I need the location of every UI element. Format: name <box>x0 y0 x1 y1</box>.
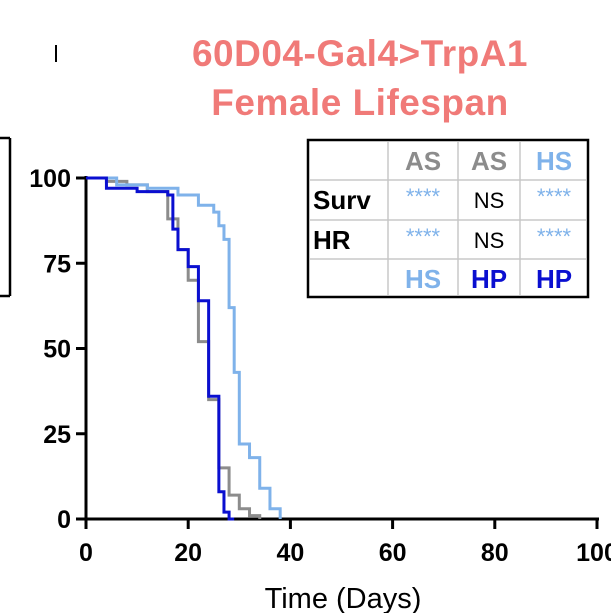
table-cell: **** <box>406 224 441 249</box>
table-cell: **** <box>406 184 441 209</box>
chart-title-line-2: Female Lifespan <box>211 82 509 123</box>
table-cell: NS <box>474 188 505 213</box>
series-layer <box>86 176 282 521</box>
table-cell: **** <box>537 184 572 209</box>
y-tick-label: 25 <box>43 421 71 449</box>
table-footer-cell: HP <box>471 264 507 294</box>
x-tick-label: 100 <box>576 539 611 567</box>
table-cell: NS <box>474 228 505 253</box>
chart-title-line-1: 60D04-Gal4>TrpA1 <box>191 33 529 74</box>
table-row-label: HR <box>313 225 351 255</box>
table-header-cell: HS <box>536 146 572 176</box>
table-header-cell: AS <box>405 146 441 176</box>
x-tick-label: 80 <box>481 539 509 567</box>
x-tick-label: 60 <box>379 539 407 567</box>
table-header-cell: AS <box>471 146 507 176</box>
table-footer-cell: HS <box>405 264 441 294</box>
stats-table: AS AS HS Surv HR **** NS **** **** NS **** HS HP HP <box>306 138 590 299</box>
x-axis-title: Time (Days) <box>265 583 422 613</box>
y-tick-label: 50 <box>43 336 71 364</box>
y-tick-label: 75 <box>43 250 71 278</box>
x-tick-label: 20 <box>174 539 202 567</box>
table-footer-cell: HP <box>536 264 572 294</box>
x-tick-label: 0 <box>79 539 93 567</box>
y-tick-label: 100 <box>29 165 71 193</box>
table-row-label: Surv <box>313 185 371 215</box>
series-line-hp <box>86 176 235 521</box>
table-cell: **** <box>537 224 572 249</box>
x-tick-label: 40 <box>276 539 304 567</box>
table-frame <box>306 138 590 299</box>
series-line-hs <box>86 176 282 519</box>
y-tick-label: 0 <box>57 506 71 534</box>
axes: 0 25 50 75 100 0 20 40 60 80 100 <box>29 165 611 567</box>
